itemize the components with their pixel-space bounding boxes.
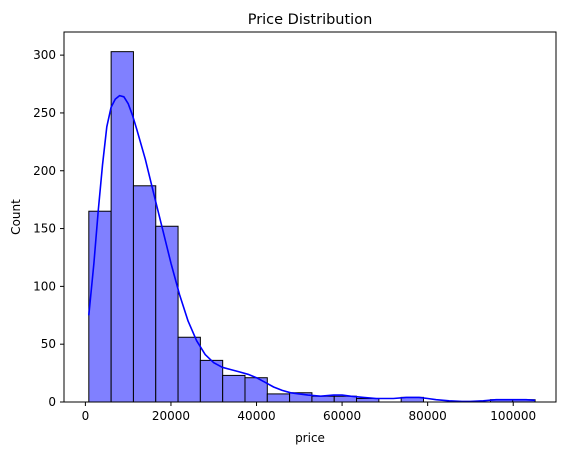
x-tick-label: 20000	[152, 409, 190, 423]
y-tick-label: 50	[41, 337, 56, 351]
histogram-bar	[155, 225, 179, 403]
x-axis-ticks: 0 20000 40000 60000 80000 100000	[82, 402, 536, 423]
x-axis-title: price	[295, 431, 325, 445]
y-tick-label: 0	[48, 395, 56, 409]
y-axis-ticks: 0 50 100 150 200 250 300	[33, 48, 64, 409]
x-tick-label: 0	[82, 409, 90, 423]
chart-title: Price Distribution	[248, 12, 373, 28]
plot-frame	[63, 31, 557, 403]
histogram-bar	[222, 374, 246, 403]
histogram-bar	[311, 395, 335, 403]
x-tick-label: 40000	[237, 409, 275, 423]
y-tick-label: 300	[33, 48, 56, 62]
y-tick-label: 100	[33, 279, 56, 293]
kde-curve-group	[88, 94, 536, 403]
y-tick-label: 200	[33, 164, 56, 178]
x-tick-label: 80000	[409, 409, 447, 423]
x-tick-label: 60000	[323, 409, 361, 423]
x-tick-label: 100000	[490, 409, 536, 423]
histogram-bar	[266, 393, 291, 403]
histogram-bar	[88, 210, 112, 403]
histogram-bar	[177, 336, 201, 403]
histogram-bars	[88, 51, 536, 403]
y-axis-title: Count	[9, 199, 23, 235]
histogram-bar	[132, 185, 157, 403]
kde-line	[88, 94, 536, 403]
y-tick-label: 250	[33, 106, 56, 120]
y-tick-label: 150	[33, 222, 56, 236]
histogram-bar	[110, 51, 134, 403]
